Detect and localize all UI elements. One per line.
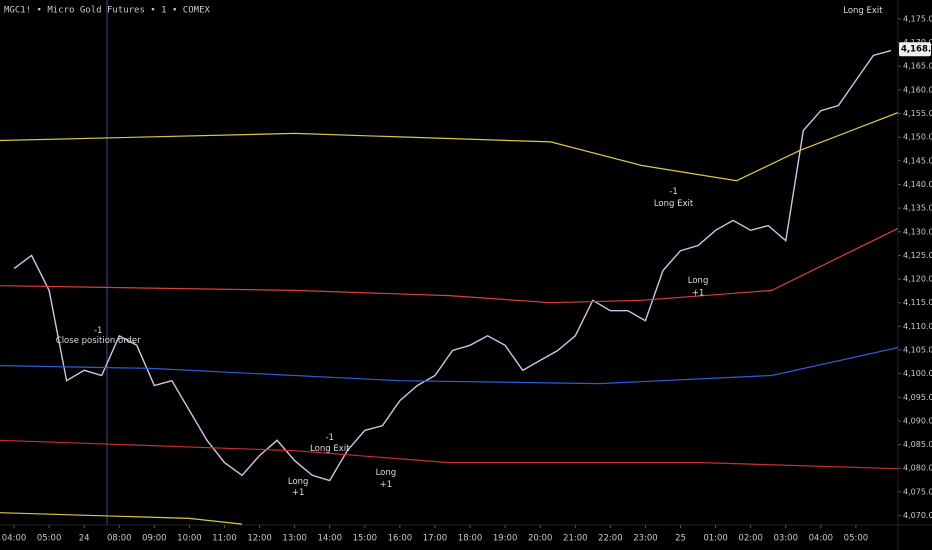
x-tick-label: 23:00 <box>633 534 658 544</box>
indicator-line <box>0 347 898 385</box>
x-tick-label: 11:00 <box>212 534 237 544</box>
x-tick-label: 10:00 <box>177 534 202 544</box>
y-tick-label: 4,135.0 <box>903 204 932 213</box>
y-tick-label: 4,175.0 <box>903 14 932 23</box>
x-tick-label: 12:00 <box>247 534 272 544</box>
x-tick-label: 04:00 <box>809 534 834 544</box>
y-tick-label: 4,085.0 <box>903 440 932 449</box>
y-tick-label: 4,090.0 <box>903 416 932 425</box>
x-tick-label: 15:00 <box>353 534 378 544</box>
y-tick-label: 4,145.0 <box>903 156 932 165</box>
y-tick-label: 4,120.0 <box>903 275 932 284</box>
y-tick-label: 4,140.0 <box>903 180 932 189</box>
x-tick-label: 05:00 <box>37 534 62 544</box>
signal-label: +1 <box>692 288 705 298</box>
signal-label: -1 <box>325 433 333 443</box>
plot-area <box>0 49 898 525</box>
x-tick-label: 03:00 <box>774 534 799 544</box>
y-tick-label: 4,130.0 <box>903 227 932 236</box>
x-tick-label: 05:00 <box>844 534 869 544</box>
y-tick-label: 4,165.0 <box>903 62 932 71</box>
x-tick-label: 17:00 <box>423 534 448 544</box>
signal-label: Long Exit <box>843 6 883 16</box>
last-price-label: 4,168.6 <box>901 45 932 55</box>
x-tick-label: 08:00 <box>107 534 132 544</box>
chart-title: MGC1! • Micro Gold Futures • 1 • COMEX <box>4 6 210 16</box>
y-tick-label: 4,160.0 <box>903 85 932 94</box>
signal-label: -1 <box>669 187 677 197</box>
x-tick-label: 02:00 <box>738 534 763 544</box>
x-tick-label: 20:00 <box>528 534 553 544</box>
x-tick-label: 25 <box>675 534 686 544</box>
y-tick-label: 4,110.0 <box>903 322 932 331</box>
y-tick-label: 4,115.0 <box>903 298 932 307</box>
y-tick-label: 4,105.0 <box>903 346 932 355</box>
x-tick-label: 09:00 <box>142 534 167 544</box>
x-tick-label: 13:00 <box>282 534 307 544</box>
x-tick-label: 18:00 <box>458 534 483 544</box>
x-tick-label: 14:00 <box>317 534 342 544</box>
y-tick-label: 4,080.0 <box>903 464 932 473</box>
signal-label: Long Exit <box>654 199 694 209</box>
x-tick-label: 01:00 <box>703 534 728 544</box>
x-tick-label: 21:00 <box>563 534 588 544</box>
y-tick-label: 4,100.0 <box>903 369 932 378</box>
signal-label: Long Exit <box>310 444 350 454</box>
y-tick-label: 4,095.0 <box>903 393 932 402</box>
y-tick-label: 4,125.0 <box>903 251 932 260</box>
price-line <box>13 49 892 482</box>
signal-label: -1 <box>94 326 102 336</box>
y-tick-label: 4,075.0 <box>903 487 932 496</box>
signal-label: Long <box>288 477 309 487</box>
indicator-line <box>0 112 898 182</box>
x-tick-label: 24 <box>79 534 90 544</box>
x-tick-label: 19:00 <box>493 534 518 544</box>
y-tick-label: 4,155.0 <box>903 109 932 118</box>
indicator-line <box>0 512 243 525</box>
x-tick-label: 22:00 <box>598 534 623 544</box>
signal-label: Long <box>688 276 709 286</box>
last-price-tag <box>899 42 931 57</box>
indicator-line <box>0 439 898 470</box>
signal-label: Close position order <box>56 336 141 346</box>
signal-label: Long <box>376 468 397 478</box>
signal-label: +1 <box>380 480 393 490</box>
y-tick-label: 4,070.0 <box>903 511 932 520</box>
x-tick-label: 16:00 <box>388 534 413 544</box>
x-tick-label: 04:00 <box>2 534 27 544</box>
y-tick-label: 4,150.0 <box>903 133 932 142</box>
indicator-line <box>0 227 898 304</box>
signal-label: +1 <box>292 488 305 498</box>
